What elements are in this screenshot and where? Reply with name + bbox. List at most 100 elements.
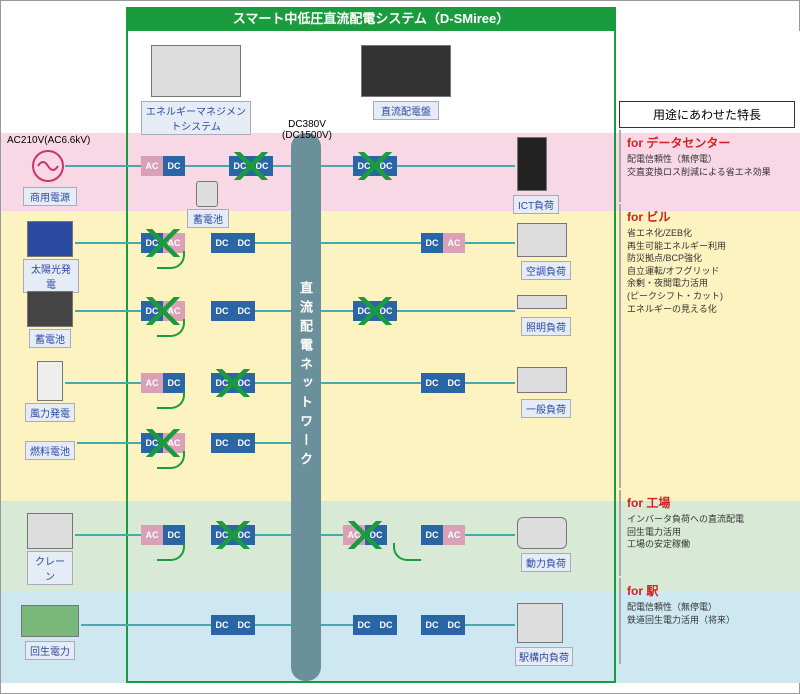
feature-line: 鉄道回生電力活用（将来） bbox=[627, 614, 789, 627]
feature-factory: for 工場 インバータ負荷への直流配電 回生電力活用 工場の安定稼働 bbox=[619, 490, 795, 576]
feature-title: for 工場 bbox=[627, 494, 789, 511]
lighting-label: 照明負荷 bbox=[521, 317, 571, 336]
feature-line: 配電信頼性（無停電） bbox=[627, 601, 789, 614]
dcdc-converter: DCDC bbox=[211, 433, 255, 453]
feature-title: for ビル bbox=[627, 208, 789, 225]
commercial-power-label: 商用電源 bbox=[23, 187, 77, 206]
line bbox=[255, 534, 291, 536]
line bbox=[75, 310, 141, 312]
acdc-converter: ACDC bbox=[141, 525, 185, 545]
ict-icon bbox=[517, 137, 547, 191]
general-icon bbox=[517, 367, 567, 393]
dc-bus-label: 直流配電ネットワーク bbox=[297, 281, 315, 471]
dc-panel-label: 直流配電盤 bbox=[373, 101, 439, 120]
ac-voltage-label: AC210V(AC6.6kV) bbox=[7, 135, 90, 146]
battery2-label: 蓄電池 bbox=[29, 329, 71, 348]
feature-line: 配電信頼性（無停電） bbox=[627, 153, 789, 166]
line bbox=[185, 165, 229, 167]
feature-building: for ビル 省エネ化/ZEB化 再生可能エネルギー利用 防災拠点/BCP強化 … bbox=[619, 204, 795, 488]
dcdc-crossed: DCDC bbox=[353, 301, 397, 321]
feature-line: エネルギーの見える化 bbox=[627, 303, 789, 316]
line bbox=[255, 242, 291, 244]
feature-line: 省エネ化/ZEB化 bbox=[627, 227, 789, 240]
feature-line: 交直変換ロス削減による省エネ効果 bbox=[627, 166, 789, 179]
battery-label: 蓄電池 bbox=[187, 209, 229, 228]
station-icon bbox=[517, 603, 563, 643]
feature-line: 自立運転/オフグリッド bbox=[627, 265, 789, 278]
wind-label: 風力発電 bbox=[25, 403, 75, 422]
dcdc-converter: DCDC bbox=[421, 373, 465, 393]
pv-label: 太陽光発電 bbox=[23, 259, 79, 293]
lighting-icon bbox=[517, 295, 567, 309]
dcac-crossed: DCAC bbox=[141, 301, 185, 321]
line bbox=[321, 242, 421, 244]
dcdc-crossed: DCDC bbox=[353, 156, 397, 176]
motor-icon bbox=[517, 517, 567, 549]
line bbox=[273, 165, 291, 167]
line bbox=[321, 382, 421, 384]
line bbox=[321, 310, 353, 312]
hvac-icon bbox=[517, 223, 567, 257]
system-title: スマート中低圧直流配電システム（D-SMiree） bbox=[126, 7, 616, 29]
feature-line: 防災拠点/BCP強化 bbox=[627, 252, 789, 265]
line bbox=[75, 534, 141, 536]
line bbox=[255, 624, 291, 626]
crane-label: クレーン bbox=[27, 551, 73, 585]
line bbox=[465, 624, 515, 626]
line bbox=[255, 382, 291, 384]
line bbox=[397, 310, 515, 312]
line bbox=[321, 624, 353, 626]
crane-icon bbox=[27, 513, 73, 549]
ict-label: ICT負荷 bbox=[513, 195, 559, 214]
dc-380: DC380V bbox=[288, 119, 326, 130]
acdc-converter: ACDC bbox=[141, 156, 185, 176]
battery2-icon bbox=[27, 291, 73, 327]
feature-line: 再生可能エネルギー利用 bbox=[627, 240, 789, 253]
feature-line: インバータ負荷への直流配電 bbox=[627, 513, 789, 526]
feature-title: for データセンター bbox=[627, 134, 789, 151]
feature-title: for 駅 bbox=[627, 582, 789, 599]
dcdc-converter: DCDC bbox=[211, 233, 255, 253]
line bbox=[255, 442, 291, 444]
acdc-crossed: ACDC bbox=[343, 525, 387, 545]
ems-label: エネルギーマネジメントシステム bbox=[141, 101, 251, 135]
line bbox=[81, 624, 211, 626]
hvac-label: 空調負荷 bbox=[521, 261, 571, 280]
line bbox=[321, 165, 353, 167]
feature-line: (ピークシフト・カット) bbox=[627, 290, 789, 303]
dcdc-converter: DCDC bbox=[421, 615, 465, 635]
pv-icon bbox=[27, 221, 73, 257]
dcdc-converter: DCDC bbox=[211, 301, 255, 321]
dcac-converter: DCAC bbox=[421, 525, 465, 545]
line bbox=[465, 382, 515, 384]
dcdc-crossed: DCDC bbox=[211, 373, 255, 393]
train-icon bbox=[21, 605, 79, 637]
ac-source-icon bbox=[31, 149, 65, 183]
acdc-converter: ACDC bbox=[141, 373, 185, 393]
fuelcell-label: 燃料電池 bbox=[25, 441, 75, 460]
dc-panel-icon bbox=[361, 45, 451, 97]
line bbox=[65, 165, 141, 167]
feature-line: 回生電力活用 bbox=[627, 526, 789, 539]
ems-device-icon bbox=[151, 45, 241, 97]
dc-1500: (DC1500V) bbox=[282, 130, 332, 141]
dcac-crossed: DCAC bbox=[141, 433, 185, 453]
feature-station: for 駅 配電信頼性（無停電） 鉄道回生電力活用（将来） bbox=[619, 578, 795, 664]
general-label: 一般負荷 bbox=[521, 399, 571, 418]
dcdc-converter: DCDC bbox=[211, 615, 255, 635]
motor-label: 動力負荷 bbox=[521, 553, 571, 572]
battery-icon bbox=[196, 181, 218, 207]
line bbox=[465, 534, 515, 536]
features-heading: 用途にあわせた特長 bbox=[619, 101, 795, 128]
feature-line: 余剰・夜間電力活用 bbox=[627, 277, 789, 290]
line bbox=[65, 382, 141, 384]
line bbox=[77, 442, 141, 444]
dcdc-crossed: DCDC bbox=[229, 156, 273, 176]
line bbox=[465, 242, 515, 244]
dcdc-crossed: DCDC bbox=[211, 525, 255, 545]
station-label: 駅構内負荷 bbox=[515, 647, 573, 666]
dcac-converter: DCAC bbox=[421, 233, 465, 253]
line bbox=[397, 165, 515, 167]
line bbox=[75, 242, 141, 244]
features-panel: 用途にあわせた特長 for データセンター 配電信頼性（無停電） 交直変換ロス削… bbox=[619, 101, 795, 664]
